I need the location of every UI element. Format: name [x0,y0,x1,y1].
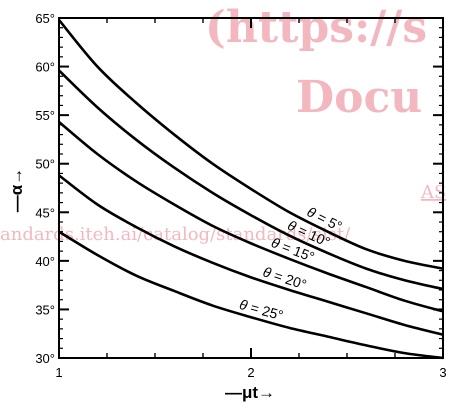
watermark-line-4: andards.iteh.ai/catalog/standards/sist/ [0,224,351,245]
x-axis-label: —μt→ [225,383,275,402]
y-tick-label: 50° [35,157,55,172]
x-tick-label: 2 [247,365,254,380]
y-tick-label: 55° [35,108,55,123]
series-line [58,230,444,360]
x-tick-label: 3 [439,365,446,380]
y-tick-label: 35° [35,302,55,317]
series-line [58,120,444,313]
watermark-line-2: Docu [296,72,422,123]
watermark-line-1: (https://s [205,2,427,53]
y-axis-label: —α→ [7,168,26,212]
y-tick-label: 45° [35,205,55,220]
y-tick-label: 60° [35,60,55,75]
watermark-line-3: AS [420,182,446,203]
series-line [58,174,444,336]
series-label-value: = 25° [245,298,285,323]
y-tick-label: 65° [35,11,55,26]
y-tick-label: 30° [35,351,55,366]
series-line [58,69,444,291]
series-line [57,19,444,270]
watermark: (https://s Docu AS andards.iteh.ai/catal… [0,2,446,245]
series-label-theta: θ [238,296,250,314]
x-tick-label: 1 [55,365,62,380]
plot-area: 1 2 330°35°40°45°50°55°60°65°θ = 5°θ = 10°… [35,11,446,380]
y-tick-label: 40° [35,254,55,269]
